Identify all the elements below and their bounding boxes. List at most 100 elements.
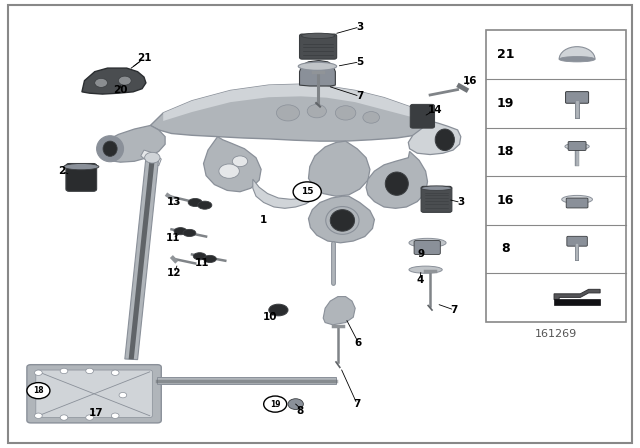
FancyBboxPatch shape	[421, 186, 452, 212]
Polygon shape	[300, 60, 335, 86]
Circle shape	[32, 392, 40, 398]
Polygon shape	[157, 377, 336, 384]
Circle shape	[219, 164, 239, 178]
Circle shape	[264, 396, 287, 412]
FancyBboxPatch shape	[486, 30, 626, 322]
FancyBboxPatch shape	[66, 164, 97, 191]
Polygon shape	[253, 179, 315, 208]
Polygon shape	[82, 68, 146, 94]
Text: 16: 16	[497, 194, 515, 207]
Polygon shape	[408, 121, 461, 155]
Ellipse shape	[330, 210, 355, 231]
Ellipse shape	[183, 229, 196, 237]
Polygon shape	[99, 125, 165, 162]
Text: 10: 10	[263, 312, 277, 322]
Text: 8: 8	[296, 406, 303, 416]
Polygon shape	[163, 84, 426, 121]
Text: 161269: 161269	[535, 329, 577, 339]
Ellipse shape	[103, 141, 117, 156]
Circle shape	[35, 413, 42, 418]
Ellipse shape	[198, 201, 212, 209]
Text: 4: 4	[416, 276, 424, 285]
Circle shape	[27, 383, 50, 399]
Ellipse shape	[64, 164, 99, 170]
Circle shape	[335, 106, 356, 120]
Text: 6: 6	[355, 338, 362, 348]
Circle shape	[293, 182, 321, 202]
Text: 11: 11	[195, 258, 209, 268]
Ellipse shape	[174, 228, 187, 235]
Text: 7: 7	[353, 399, 361, 409]
Ellipse shape	[188, 198, 202, 207]
FancyBboxPatch shape	[300, 34, 337, 59]
Text: 1: 1	[260, 215, 268, 225]
Circle shape	[111, 413, 119, 418]
Ellipse shape	[435, 129, 454, 151]
Ellipse shape	[409, 266, 442, 273]
FancyBboxPatch shape	[410, 104, 435, 128]
Ellipse shape	[298, 62, 337, 70]
Polygon shape	[125, 157, 159, 360]
Text: 14: 14	[428, 105, 442, 115]
Circle shape	[86, 368, 93, 374]
Text: 15: 15	[301, 187, 314, 196]
Ellipse shape	[559, 56, 595, 62]
Polygon shape	[308, 196, 374, 243]
Circle shape	[111, 370, 119, 375]
Text: 3: 3	[457, 198, 465, 207]
Ellipse shape	[204, 255, 216, 263]
Text: 9: 9	[417, 250, 425, 259]
Polygon shape	[204, 137, 261, 192]
FancyBboxPatch shape	[566, 92, 589, 103]
Circle shape	[86, 415, 93, 420]
Circle shape	[232, 156, 248, 167]
Text: 18: 18	[497, 145, 515, 158]
Text: 5: 5	[356, 57, 364, 67]
Circle shape	[118, 76, 131, 85]
FancyBboxPatch shape	[566, 198, 588, 208]
Text: 18: 18	[33, 386, 44, 395]
Text: 21: 21	[137, 53, 151, 63]
Text: 17: 17	[89, 408, 103, 418]
Text: 20: 20	[113, 86, 127, 95]
Polygon shape	[141, 150, 161, 166]
Polygon shape	[323, 297, 355, 325]
Text: 12: 12	[167, 268, 181, 278]
Circle shape	[145, 152, 160, 163]
Circle shape	[307, 104, 326, 118]
FancyBboxPatch shape	[568, 142, 586, 151]
Ellipse shape	[301, 33, 335, 39]
FancyBboxPatch shape	[27, 365, 161, 423]
Text: 11: 11	[166, 233, 180, 243]
Ellipse shape	[193, 253, 206, 260]
Bar	[554, 299, 600, 305]
FancyBboxPatch shape	[567, 237, 588, 246]
FancyBboxPatch shape	[414, 241, 440, 254]
Circle shape	[35, 370, 42, 375]
Text: 8: 8	[501, 242, 510, 255]
Circle shape	[60, 415, 68, 420]
Circle shape	[363, 112, 380, 123]
Polygon shape	[150, 84, 430, 141]
Text: 19: 19	[270, 400, 280, 409]
Polygon shape	[554, 289, 600, 300]
Ellipse shape	[97, 136, 124, 162]
Circle shape	[288, 399, 303, 409]
Circle shape	[119, 392, 127, 398]
Text: 16: 16	[463, 76, 477, 86]
Text: 19: 19	[497, 97, 515, 110]
Wedge shape	[559, 47, 595, 59]
Text: 3: 3	[356, 22, 364, 32]
Text: 13: 13	[167, 198, 181, 207]
Ellipse shape	[565, 143, 589, 150]
Ellipse shape	[562, 195, 593, 203]
FancyBboxPatch shape	[36, 370, 152, 418]
Circle shape	[95, 78, 108, 87]
Text: 7: 7	[356, 91, 364, 101]
Text: 7: 7	[451, 305, 458, 315]
Text: 21: 21	[497, 48, 515, 61]
FancyBboxPatch shape	[8, 5, 632, 443]
Circle shape	[60, 368, 68, 374]
Ellipse shape	[385, 172, 408, 195]
Polygon shape	[129, 158, 155, 359]
